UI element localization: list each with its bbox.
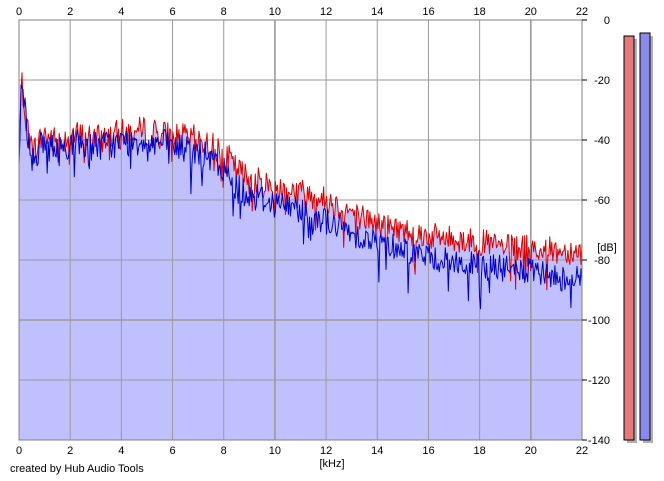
x-tick-label-bottom: 14 [371,445,383,457]
x-tick-label-top: 0 [16,6,22,18]
y-tick-label: -40 [594,135,610,147]
x-tick-label-bottom: 22 [576,445,588,457]
y-tick-label: -120 [588,375,610,387]
y-tick-label: -140 [588,435,610,447]
x-tick-label-bottom: 10 [269,445,281,457]
spectrum-fill [19,72,582,440]
y-tick-label: 0 [604,15,610,27]
x-tick-label-bottom: 18 [474,445,486,457]
x-axis-label: [kHz] [319,458,344,470]
series-lines [18,72,583,310]
level-meters [623,32,653,443]
y-axis-label: [dB] [597,242,617,254]
plot-frame [18,19,583,441]
x-tick-label-top: 20 [525,6,537,18]
x-tick-label-top: 6 [169,6,175,18]
x-tick-label-bottom: 12 [320,445,332,457]
spectrum-area [19,72,582,440]
x-tick-label-top: 16 [422,6,434,18]
x-tick-label-bottom: 4 [118,445,124,457]
y-tick-label: -60 [594,195,610,207]
x-tick-label-bottom: 2 [67,445,73,457]
x-tick-label-bottom: 6 [169,445,175,457]
credit-text: created by Hub Audio Tools [10,463,144,475]
x-tick-label-bottom: 20 [525,445,537,457]
level-meter-bar [623,35,635,441]
x-tick-label-bottom: 0 [16,445,22,457]
y-tick-label: -80 [594,255,610,267]
level-meter-bar [639,32,651,441]
axes: 002244668810101212141416161818202022220-… [16,6,610,457]
y-tick-label: -100 [588,315,610,327]
y-tick-label: -20 [594,75,610,87]
x-tick-label-top: 2 [67,6,73,18]
x-tick-label-top: 12 [320,6,332,18]
x-tick-label-bottom: 16 [422,445,434,457]
x-tick-label-top: 4 [118,6,124,18]
x-tick-label-bottom: 8 [221,445,227,457]
x-tick-label-top: 14 [371,6,383,18]
x-tick-label-top: 18 [474,6,486,18]
x-tick-label-top: 22 [576,6,588,18]
series-line-2 [18,84,583,310]
x-tick-label-top: 10 [269,6,281,18]
x-tick-label-top: 8 [221,6,227,18]
